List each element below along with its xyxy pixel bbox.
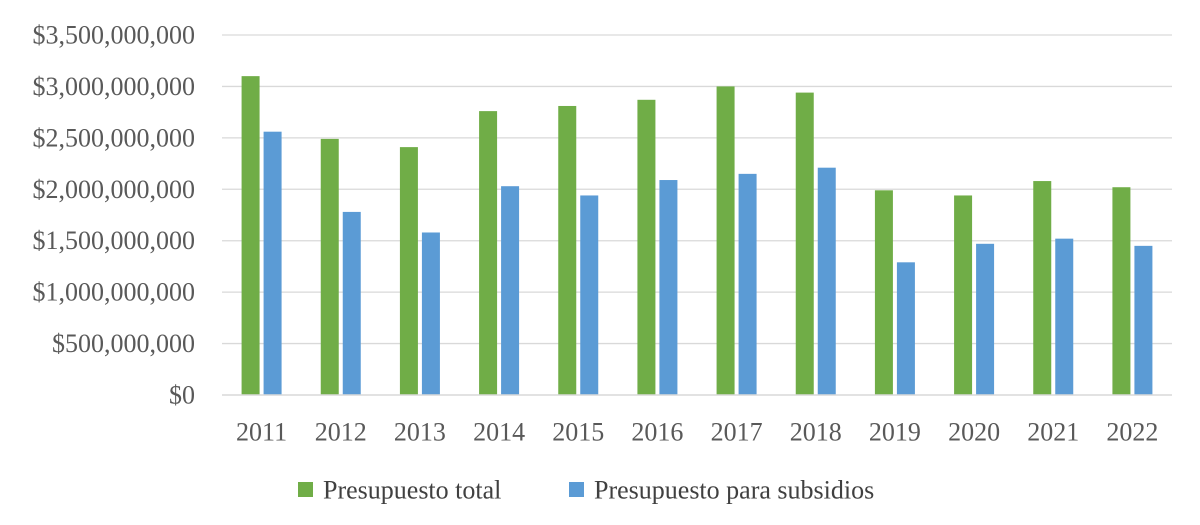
- bar-presupuesto-total: [241, 76, 260, 396]
- y-tick-label: $2,500,000,000: [33, 123, 196, 152]
- x-tick-label: 2014: [473, 418, 525, 447]
- y-tick-label: $3,500,000,000: [33, 21, 196, 50]
- x-tick-label: 2022: [1106, 418, 1158, 447]
- bar-presupuesto-total: [1112, 187, 1131, 395]
- bar-presupuesto-total: [320, 138, 339, 395]
- bar-presupuesto-total: [954, 195, 973, 395]
- legend-label: Presupuesto para subsidios: [594, 476, 874, 505]
- y-tick-label: $0: [169, 381, 195, 410]
- bar-presupuesto-total: [874, 190, 893, 395]
- y-tick-label: $1,000,000,000: [33, 278, 196, 307]
- bar-presupuesto-subsidios: [976, 243, 995, 395]
- bar-presupuesto-total: [399, 147, 418, 395]
- x-tick-label: 2017: [711, 418, 763, 447]
- bar-presupuesto-total: [716, 86, 735, 395]
- bar-presupuesto-subsidios: [263, 131, 282, 395]
- bar-presupuesto-total: [479, 111, 498, 395]
- legend-label: Presupuesto total: [323, 476, 501, 505]
- bars: [241, 76, 1153, 396]
- x-axis-tick-labels: 2011 2012 2013 2014 2015 2016 2017 2018 2019 2020…: [236, 418, 1158, 447]
- x-tick-label: 2021: [1027, 418, 1079, 447]
- legend-swatch: [569, 482, 584, 497]
- x-tick-label: 2013: [394, 418, 446, 447]
- x-tick-label: 2019: [869, 418, 921, 447]
- bar-presupuesto-subsidios: [659, 180, 678, 395]
- x-tick-label: 2012: [315, 418, 367, 447]
- gridlines: [222, 34, 1172, 345]
- bar-presupuesto-subsidios: [896, 262, 915, 395]
- bar-presupuesto-subsidios: [421, 232, 440, 395]
- x-tick-label: 2015: [552, 418, 604, 447]
- bar-presupuesto-total: [558, 105, 577, 395]
- bar-presupuesto-subsidios: [501, 186, 520, 395]
- bar-presupuesto-subsidios: [817, 167, 836, 395]
- bar-presupuesto-total: [1033, 181, 1052, 395]
- bar-presupuesto-subsidios: [1055, 238, 1074, 395]
- x-tick-label: 2016: [631, 418, 683, 447]
- bar-presupuesto-total: [795, 92, 814, 395]
- x-tick-label: 2011: [236, 418, 287, 447]
- bar-presupuesto-subsidios: [580, 195, 599, 395]
- y-tick-label: $500,000,000: [52, 329, 195, 358]
- x-tick-label: 2018: [790, 418, 842, 447]
- bar-presupuesto-subsidios: [342, 211, 361, 395]
- y-tick-label: $2,000,000,000: [33, 175, 196, 204]
- bar-presupuesto-total: [637, 99, 656, 396]
- bar-presupuesto-subsidios: [738, 173, 757, 395]
- x-tick-label: 2020: [948, 418, 1000, 447]
- y-tick-label: $3,000,000,000: [33, 72, 196, 101]
- y-tick-label: $1,500,000,000: [33, 226, 196, 255]
- legend: Presupuesto total Presupuesto para subsid…: [298, 476, 874, 505]
- y-axis-tick-labels: $0 $500,000,000 $1,000,000,000 $1,500,000,0…: [33, 21, 196, 410]
- legend-swatch: [298, 482, 313, 497]
- bar-presupuesto-subsidios: [1134, 245, 1153, 395]
